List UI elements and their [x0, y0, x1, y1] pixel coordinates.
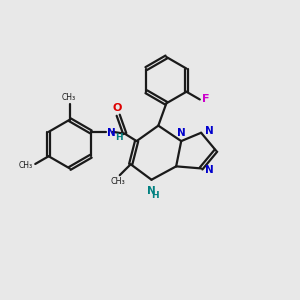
Text: N: N: [177, 128, 186, 137]
Text: CH₃: CH₃: [111, 177, 126, 186]
Text: O: O: [112, 103, 122, 113]
Text: N: N: [146, 186, 155, 196]
Text: F: F: [202, 94, 210, 104]
Text: CH₃: CH₃: [62, 93, 76, 102]
Text: H: H: [151, 191, 159, 200]
Text: N: N: [205, 165, 213, 175]
Text: H: H: [115, 133, 123, 142]
Text: CH₃: CH₃: [19, 161, 33, 170]
Text: N: N: [205, 126, 213, 136]
Text: N: N: [107, 128, 116, 138]
